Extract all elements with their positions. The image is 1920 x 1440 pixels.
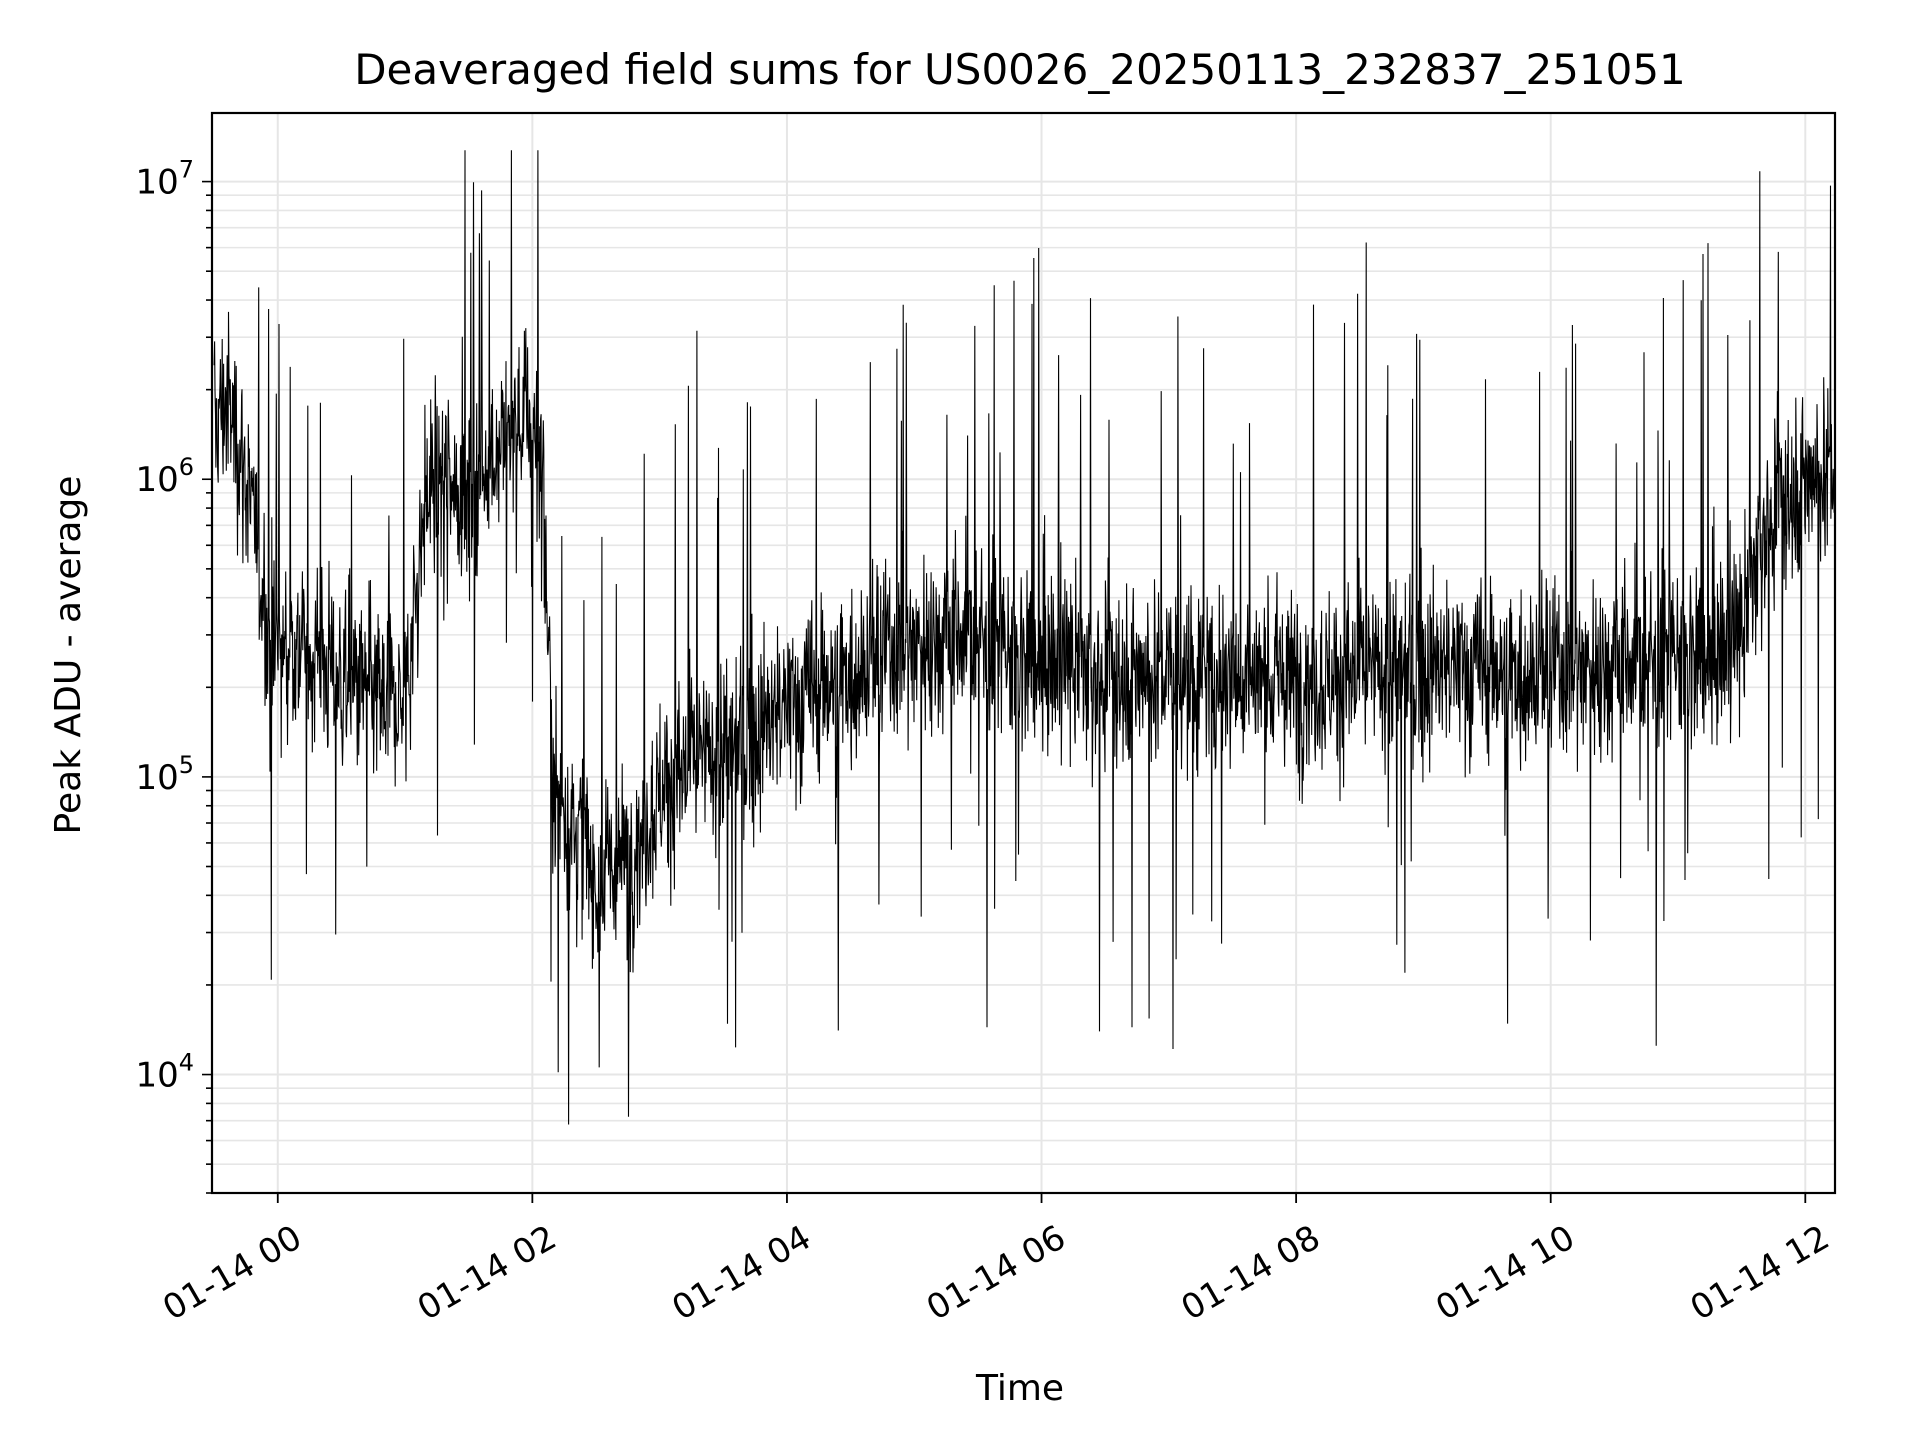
y-axis: 104 105 106 107 [135,156,212,1194]
y-tick-label: 106 [135,453,194,500]
series-line [213,150,1836,1125]
grid [212,113,1835,1194]
y-tick-label: 107 [135,156,194,203]
chart-title: Deaveraged field sums for US0026_2025011… [354,45,1686,94]
y-axis-label: Peak ADU - average [48,476,89,835]
y-tick-label: 104 [135,1049,194,1096]
data-series-line [213,150,1836,1125]
plot-frame [210,111,1837,1195]
y-tick-label: 105 [135,751,194,798]
x-axis-label: Time [975,1368,1064,1409]
